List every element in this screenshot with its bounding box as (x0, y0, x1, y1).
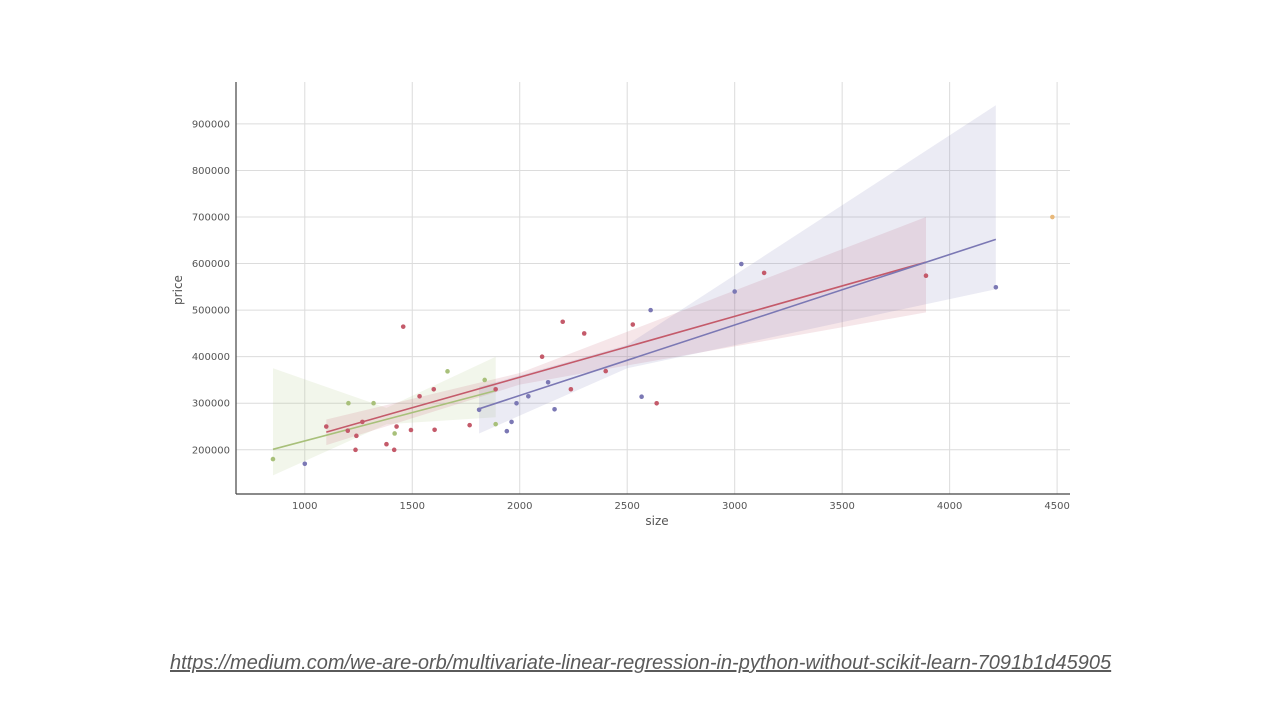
data-point (993, 285, 999, 290)
y-tick-label: 700000 (192, 213, 230, 224)
data-point (493, 387, 498, 392)
data-point (302, 461, 308, 467)
x-tick-label: 1500 (400, 501, 425, 512)
data-point (392, 431, 397, 436)
x-tick-label: 4000 (937, 501, 962, 512)
data-point (739, 261, 744, 267)
regression-line (272, 389, 496, 451)
data-point (353, 447, 358, 453)
data-point (371, 400, 376, 406)
data-point (639, 394, 644, 400)
data-point (539, 354, 545, 360)
y-tick-labels: 200000 300000 400000 500000 600000 700000 8000… (192, 119, 230, 456)
regression-lines (272, 238, 997, 451)
x-axis-label: size (645, 514, 668, 528)
data-point (384, 441, 389, 447)
data-point (493, 421, 498, 427)
data-point (509, 419, 514, 425)
data-point (431, 387, 437, 392)
data-point (323, 424, 329, 429)
data-point (581, 331, 587, 336)
data-point (394, 424, 399, 429)
x-tick-label: 2000 (507, 501, 532, 512)
data-point (417, 393, 422, 399)
x-tick-label: 3500 (829, 501, 854, 512)
data-point (761, 270, 767, 276)
y-tick-label: 200000 (192, 445, 230, 456)
data-point (603, 368, 609, 374)
data-point (648, 307, 653, 313)
data-point (354, 433, 359, 439)
axes (235, 82, 1070, 495)
confidence-band (479, 105, 996, 434)
data-point (345, 428, 351, 433)
data-point (1050, 214, 1055, 220)
data-point (360, 419, 365, 425)
y-tick-label: 400000 (192, 352, 230, 363)
y-tick-label: 600000 (192, 259, 230, 270)
data-points (270, 214, 1055, 467)
x-tick-label: 4500 (1044, 501, 1069, 512)
confidence-band (326, 217, 926, 446)
y-tick-label: 800000 (192, 166, 230, 177)
x-tick-label: 2500 (614, 501, 639, 512)
data-point (732, 289, 737, 294)
regression-line (326, 261, 927, 433)
data-point (432, 427, 437, 433)
data-point (560, 319, 566, 325)
data-point (400, 324, 406, 329)
data-point (504, 428, 510, 434)
data-point (654, 400, 659, 406)
x-tick-labels: 1000 1500 2000 2500 3000 3500 4000 4500 (292, 501, 1070, 512)
grid-lines (236, 82, 1070, 494)
confidence-bands (273, 105, 996, 476)
data-point (445, 369, 450, 374)
data-point (552, 406, 557, 412)
x-tick-label: 3000 (722, 501, 747, 512)
y-tick-label: 300000 (192, 399, 230, 410)
y-axis-label: price (171, 275, 185, 305)
y-tick-label: 900000 (192, 119, 230, 130)
data-point (346, 400, 351, 406)
data-point (270, 456, 276, 462)
x-tick-label: 1000 (292, 501, 317, 512)
data-point (391, 447, 397, 453)
source-link[interactable]: https://medium.com/we-are-orb/multivaria… (170, 652, 1112, 674)
data-point (526, 393, 531, 399)
data-point (545, 379, 551, 385)
regression-line (478, 238, 997, 410)
data-point (408, 427, 414, 433)
y-tick-label: 500000 (192, 306, 230, 317)
data-point (923, 273, 929, 279)
data-point (482, 377, 487, 383)
data-point (476, 407, 482, 413)
data-point (568, 386, 574, 392)
data-point (467, 422, 472, 428)
data-point (514, 400, 519, 406)
data-point (630, 322, 636, 327)
